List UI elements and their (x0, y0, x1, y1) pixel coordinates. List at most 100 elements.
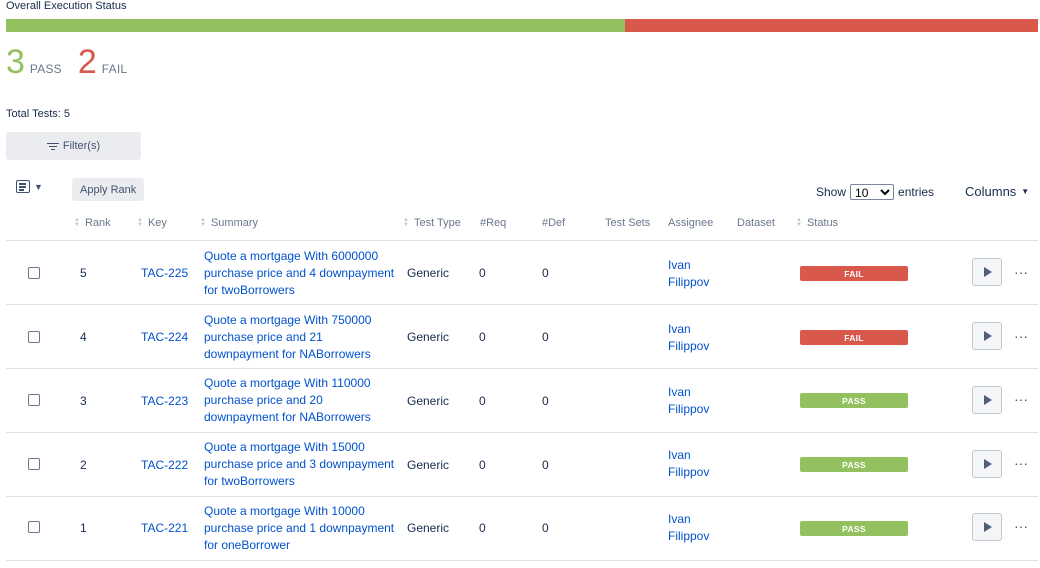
row-test-type: Generic (407, 394, 450, 408)
entries-label: entries (898, 185, 935, 199)
status-badge: PASS (800, 393, 908, 408)
header-status[interactable]: ▲ ▼ Status (796, 217, 838, 229)
row-key-link[interactable]: TAC-221 (141, 521, 189, 535)
header-key[interactable]: ▲ ▼ Key (137, 217, 167, 229)
list-view-toggle[interactable]: ▼ (16, 180, 43, 193)
row-summary-link[interactable]: Quote a mortgage With 10000 purchase pri… (204, 504, 395, 552)
execution-progress-bar (6, 19, 1038, 32)
header-test-type-label: Test Type (413, 217, 461, 229)
row-rank: 5 (80, 266, 87, 280)
pass-count: 3 (6, 43, 25, 81)
apply-rank-button[interactable]: Apply Rank (72, 178, 145, 201)
progress-pass-segment (6, 19, 626, 32)
sort-icon: ▲ ▼ (137, 217, 143, 228)
row-summary-link[interactable]: Quote a mortgage With 15000 purchase pri… (204, 440, 395, 488)
chevron-down-icon: ▼ (1021, 187, 1030, 196)
row-checkbox[interactable] (28, 331, 40, 343)
row-summary-link[interactable]: Quote a mortgage With 750000 purchase pr… (204, 313, 372, 361)
row-test-type: Generic (407, 458, 450, 472)
row-assignee-link[interactable]: Ivan Filippov (668, 385, 710, 416)
row-def: 0 (542, 521, 549, 535)
row-summary-link[interactable]: Quote a mortgage With 6000000 purchase p… (204, 249, 395, 297)
header-rank[interactable]: ▲ ▼ Rank (74, 217, 111, 229)
header-test-type[interactable]: ▲ ▼ Test Type (403, 217, 461, 229)
pass-count-group: 3 PASS (6, 44, 62, 80)
row-key-link[interactable]: TAC-225 (141, 266, 189, 280)
row-req: 0 (479, 266, 486, 280)
more-horizontal-icon[interactable]: ··· (1014, 328, 1028, 344)
play-icon (984, 267, 992, 277)
sort-icon: ▲ ▼ (403, 217, 409, 228)
row-assignee-link[interactable]: Ivan Filippov (668, 512, 710, 543)
row-def: 0 (542, 394, 549, 408)
columns-label: Columns (965, 184, 1017, 199)
row-test-type: Generic (407, 521, 450, 535)
execution-counts: 3 PASS 2 FAIL (6, 44, 143, 80)
row-req: 0 (479, 521, 486, 535)
header-test-sets: Test Sets (605, 217, 651, 229)
more-horizontal-icon[interactable]: ··· (1014, 518, 1028, 534)
row-req: 0 (479, 330, 486, 344)
play-button[interactable] (972, 513, 1002, 541)
row-def: 0 (542, 266, 549, 280)
more-horizontal-icon[interactable]: ··· (1014, 455, 1028, 471)
row-summary-link[interactable]: Quote a mortgage With 110000 purchase pr… (204, 376, 371, 424)
pass-label: PASS (29, 62, 62, 76)
progress-fail-segment (625, 19, 1038, 32)
table-row: 3 TAC-223 Quote a mortgage With 110000 p… (6, 369, 1038, 433)
header-assignee: Assignee (668, 217, 714, 229)
row-key-link[interactable]: TAC-223 (141, 394, 189, 408)
total-tests: Total Tests: 5 (6, 108, 70, 120)
show-entries-control: Show 10 entries (816, 184, 934, 200)
play-button[interactable] (972, 386, 1002, 414)
row-test-type: Generic (407, 330, 450, 344)
row-checkbox[interactable] (28, 458, 40, 470)
row-key-link[interactable]: TAC-222 (141, 458, 189, 472)
row-checkbox[interactable] (28, 521, 40, 533)
table-row: 1 TAC-221 Quote a mortgage With 10000 pu… (6, 497, 1038, 561)
sort-icon: ▲ ▼ (74, 217, 80, 228)
header-dataset: Dataset (737, 217, 775, 229)
list-view-icon (16, 180, 30, 193)
row-key-link[interactable]: TAC-224 (141, 330, 189, 344)
row-rank: 1 (80, 521, 87, 535)
play-icon (984, 331, 992, 341)
columns-button[interactable]: Columns ▼ (965, 184, 1029, 199)
play-button[interactable] (972, 450, 1002, 478)
row-def: 0 (542, 330, 549, 344)
row-checkbox[interactable] (28, 394, 40, 406)
play-button[interactable] (972, 258, 1002, 286)
play-icon (984, 395, 992, 405)
row-req: 0 (479, 394, 486, 408)
show-label: Show (816, 185, 847, 199)
sort-icon: ▲ ▼ (200, 217, 206, 228)
table-row: 4 TAC-224 Quote a mortgage With 750000 p… (6, 305, 1038, 369)
row-rank: 2 (80, 458, 87, 472)
header-rank-label: Rank (84, 217, 111, 229)
play-button[interactable] (972, 322, 1002, 350)
row-assignee-link[interactable]: Ivan Filippov (668, 322, 710, 353)
header-summary[interactable]: ▲ ▼ Summary (200, 217, 258, 229)
play-icon (984, 459, 992, 469)
entries-select[interactable]: 10 (850, 184, 895, 200)
row-assignee-link[interactable]: Ivan Filippov (668, 258, 710, 289)
filter-button[interactable]: Filter(s) (6, 132, 141, 160)
chevron-down-icon: ▼ (34, 181, 43, 192)
fail-count-group: 2 FAIL (78, 44, 127, 80)
row-checkbox[interactable] (28, 267, 40, 279)
row-def: 0 (542, 458, 549, 472)
table-row: 5 TAC-225 Quote a mortgage With 6000000 … (6, 241, 1038, 305)
fail-label: FAIL (101, 62, 128, 76)
status-badge: FAIL (800, 330, 908, 345)
fail-count: 2 (77, 43, 97, 81)
status-badge: PASS (800, 457, 908, 472)
row-rank: 3 (80, 394, 87, 408)
header-def: #Def (542, 217, 566, 229)
header-summary-label: Summary (210, 217, 259, 229)
more-horizontal-icon[interactable]: ··· (1014, 391, 1028, 407)
row-test-type: Generic (407, 266, 450, 280)
status-badge: PASS (800, 521, 908, 536)
status-badge: FAIL (800, 266, 908, 281)
row-assignee-link[interactable]: Ivan Filippov (668, 448, 710, 479)
more-horizontal-icon[interactable]: ··· (1014, 264, 1028, 280)
